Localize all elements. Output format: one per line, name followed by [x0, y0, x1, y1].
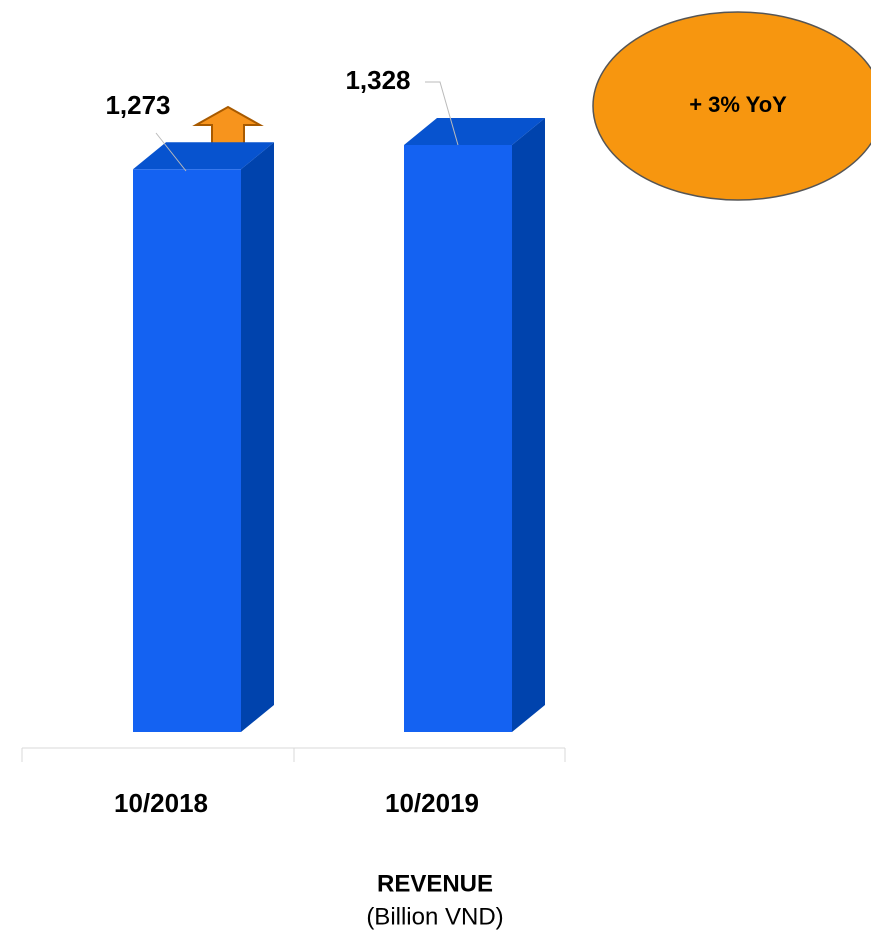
bar: [133, 169, 241, 733]
bar-top: [404, 118, 545, 145]
bar: [404, 145, 512, 732]
yoy-ellipse: [592, 11, 871, 201]
chart-subtitle: (Billion VND): [366, 903, 503, 930]
x-tick-label: 10/2019: [385, 788, 479, 818]
bar-side: [241, 142, 274, 733]
value-label: 1,328: [345, 65, 410, 95]
x-tick-label: 10/2018: [114, 788, 208, 818]
bar-side: [512, 118, 545, 732]
value-label: 1,273: [105, 90, 170, 120]
chart-title: REVENUE: [377, 870, 493, 897]
leader-line: [155, 132, 187, 172]
yoy-annotation: + 3% YoY: [689, 92, 787, 117]
up-arrow: [192, 105, 264, 145]
leader-line: [425, 81, 459, 146]
